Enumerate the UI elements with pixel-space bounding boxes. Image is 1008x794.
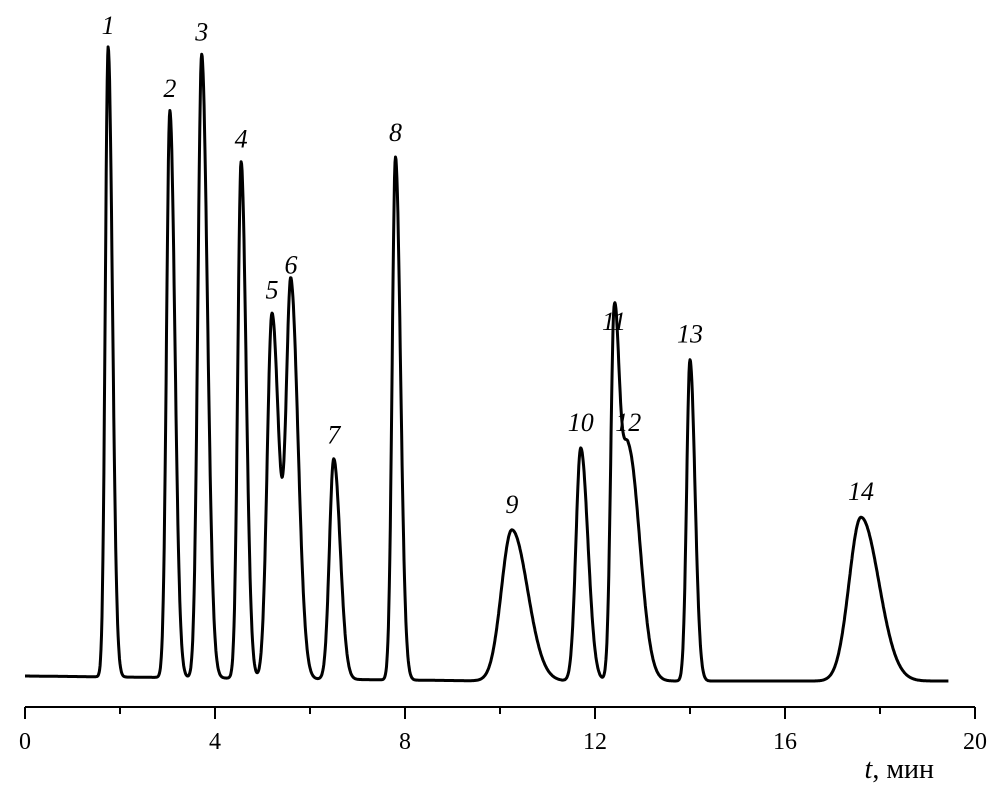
peak-label-2: 2	[163, 74, 176, 103]
peak-label-12: 12	[615, 408, 641, 437]
peak-label-13: 13	[677, 320, 703, 349]
peak-label-9: 9	[505, 490, 518, 519]
peak-label-10: 10	[568, 408, 594, 437]
peak-label-3: 3	[194, 17, 208, 46]
peak-label-5: 5	[266, 276, 279, 305]
trace-layer	[24, 45, 950, 683]
x-tick-label-4: 4	[209, 729, 221, 755]
x-tick-label-12: 12	[583, 729, 607, 755]
x-tick-label-8: 8	[399, 729, 411, 755]
peak-label-1: 1	[102, 11, 115, 40]
peak-label-6: 6	[285, 250, 298, 279]
x-axis: 0 4 8 12 16 20	[19, 706, 987, 755]
chromatogram-trace	[24, 45, 950, 683]
x-tick-label-16: 16	[773, 729, 797, 755]
peak-label-4: 4	[235, 124, 248, 153]
peak-label-11: 11	[602, 307, 626, 336]
x-tick-label-0: 0	[19, 729, 31, 755]
x-axis-label: t, мин	[865, 754, 934, 785]
peak-label-8: 8	[389, 118, 402, 147]
peak-label-7: 7	[327, 421, 341, 450]
x-tick-label-20: 20	[963, 729, 987, 755]
peak-label-14: 14	[848, 477, 874, 506]
